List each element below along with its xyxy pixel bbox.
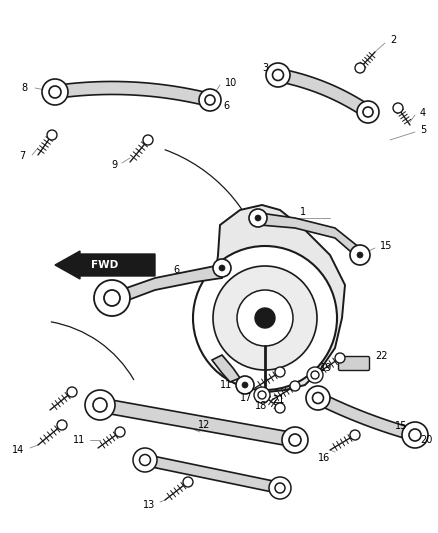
Text: 11: 11 bbox=[220, 380, 232, 390]
Text: 17: 17 bbox=[240, 393, 252, 403]
Circle shape bbox=[42, 79, 68, 105]
Circle shape bbox=[266, 63, 290, 87]
Text: 3: 3 bbox=[262, 63, 268, 73]
Polygon shape bbox=[315, 393, 417, 441]
Circle shape bbox=[115, 427, 125, 437]
Text: 1: 1 bbox=[300, 207, 306, 217]
Circle shape bbox=[409, 429, 421, 441]
Polygon shape bbox=[54, 82, 212, 106]
Circle shape bbox=[269, 477, 291, 499]
Circle shape bbox=[289, 434, 301, 446]
Circle shape bbox=[237, 290, 293, 346]
Text: 12: 12 bbox=[198, 420, 210, 430]
Text: 20: 20 bbox=[420, 435, 432, 445]
Circle shape bbox=[183, 477, 193, 487]
Text: 18: 18 bbox=[255, 401, 267, 411]
Circle shape bbox=[143, 135, 153, 145]
Text: 7: 7 bbox=[19, 151, 25, 161]
Text: 6: 6 bbox=[223, 101, 229, 111]
Circle shape bbox=[306, 386, 330, 410]
Circle shape bbox=[282, 427, 308, 453]
Text: 15: 15 bbox=[395, 421, 407, 431]
Circle shape bbox=[193, 246, 337, 390]
Circle shape bbox=[199, 89, 221, 111]
Circle shape bbox=[57, 420, 67, 430]
Circle shape bbox=[104, 290, 120, 306]
Circle shape bbox=[67, 387, 77, 397]
Circle shape bbox=[249, 209, 267, 227]
Circle shape bbox=[255, 215, 261, 221]
Text: 22: 22 bbox=[375, 351, 388, 361]
Polygon shape bbox=[212, 355, 240, 382]
Text: 6: 6 bbox=[174, 265, 180, 275]
Text: 8: 8 bbox=[22, 83, 28, 93]
Circle shape bbox=[275, 483, 285, 493]
Circle shape bbox=[258, 391, 266, 399]
Circle shape bbox=[335, 353, 345, 363]
Circle shape bbox=[94, 280, 130, 316]
Circle shape bbox=[307, 367, 323, 383]
Circle shape bbox=[219, 265, 225, 271]
Polygon shape bbox=[99, 398, 296, 447]
Circle shape bbox=[49, 86, 61, 98]
Text: 5: 5 bbox=[420, 125, 426, 135]
Circle shape bbox=[272, 69, 283, 80]
Text: FWD: FWD bbox=[92, 260, 119, 270]
Polygon shape bbox=[115, 265, 222, 305]
FancyBboxPatch shape bbox=[339, 357, 370, 370]
Circle shape bbox=[275, 367, 285, 377]
Circle shape bbox=[133, 448, 157, 472]
Circle shape bbox=[402, 422, 428, 448]
Circle shape bbox=[213, 259, 231, 277]
Circle shape bbox=[363, 107, 373, 117]
Text: 10: 10 bbox=[225, 78, 237, 88]
Text: 4: 4 bbox=[420, 108, 426, 118]
Circle shape bbox=[254, 387, 270, 403]
Circle shape bbox=[312, 392, 324, 403]
Circle shape bbox=[93, 398, 107, 412]
Polygon shape bbox=[212, 205, 345, 392]
Circle shape bbox=[47, 130, 57, 140]
Circle shape bbox=[85, 390, 115, 420]
Circle shape bbox=[205, 95, 215, 105]
Text: 2: 2 bbox=[390, 35, 396, 45]
Circle shape bbox=[213, 266, 317, 370]
Text: 15: 15 bbox=[380, 241, 392, 251]
Circle shape bbox=[290, 381, 300, 391]
Circle shape bbox=[357, 101, 379, 123]
Circle shape bbox=[311, 371, 319, 379]
Circle shape bbox=[357, 252, 363, 258]
Circle shape bbox=[255, 308, 275, 328]
Circle shape bbox=[355, 63, 365, 73]
Text: 19: 19 bbox=[320, 363, 332, 373]
Text: 9: 9 bbox=[111, 160, 117, 170]
Polygon shape bbox=[144, 455, 281, 494]
Polygon shape bbox=[277, 69, 371, 117]
Circle shape bbox=[236, 376, 254, 394]
Text: 16: 16 bbox=[318, 453, 330, 463]
Circle shape bbox=[393, 103, 403, 113]
Text: 14: 14 bbox=[12, 445, 24, 455]
Circle shape bbox=[242, 382, 248, 388]
Circle shape bbox=[350, 245, 370, 265]
FancyArrow shape bbox=[55, 251, 155, 279]
Text: 21: 21 bbox=[272, 395, 284, 405]
Circle shape bbox=[139, 455, 151, 465]
Text: 11: 11 bbox=[73, 435, 85, 445]
Polygon shape bbox=[260, 213, 360, 258]
Circle shape bbox=[275, 403, 285, 413]
Text: 13: 13 bbox=[143, 500, 155, 510]
Circle shape bbox=[350, 430, 360, 440]
